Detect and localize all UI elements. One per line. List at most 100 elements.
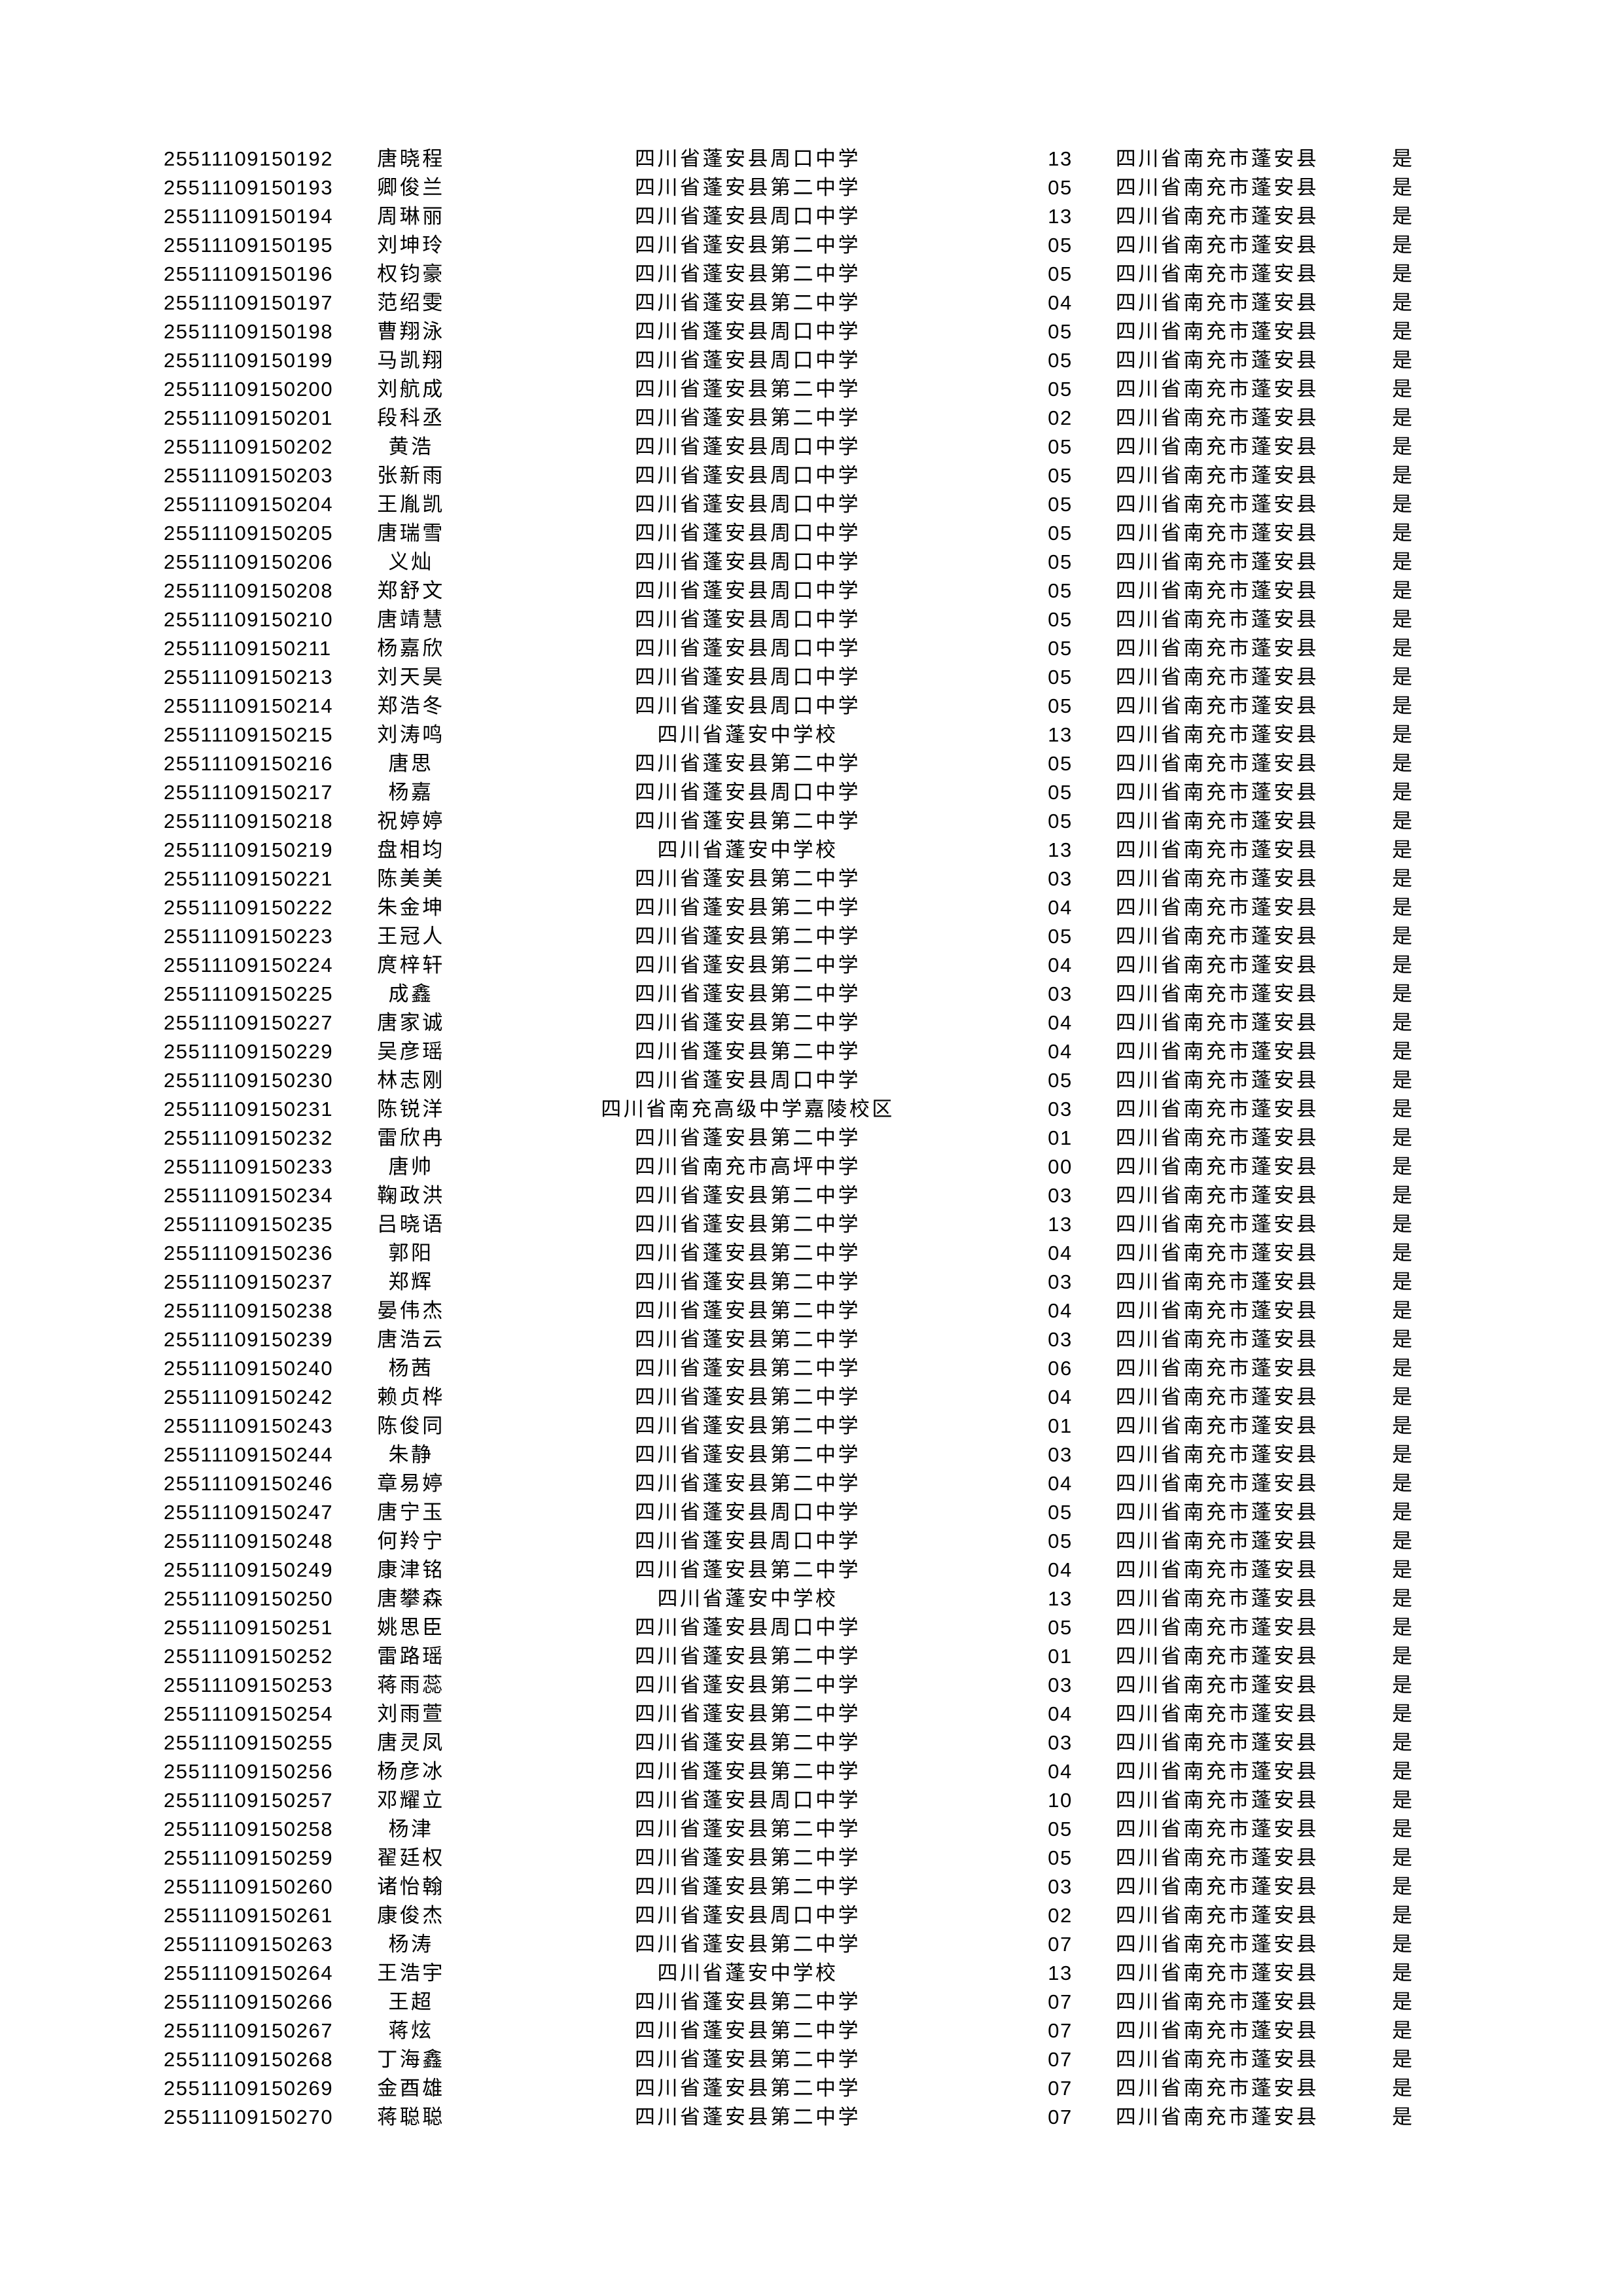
student-name: 陈俊同: [377, 1414, 445, 1437]
confirm-flag: 是: [1392, 1818, 1412, 1840]
student-name: 马凯翔: [377, 349, 445, 372]
class-code: 04: [1048, 1011, 1073, 1034]
exam-id: 25511109150204: [164, 493, 334, 516]
table-row: 25511109150221 陈美美 四川省蓬安县第二中学 03 四川省南充市蓬安县 是: [0, 865, 1623, 893]
class-code: 13: [1048, 205, 1073, 228]
exam-id: 25511109150240: [164, 1357, 334, 1380]
class-code: 03: [1048, 1184, 1073, 1207]
table-row: 25511109150201 段科丞 四川省蓬安县第二中学 02 四川省南充市蓬安县 是: [0, 404, 1623, 433]
class-code: 05: [1048, 234, 1073, 257]
confirm-flag: 是: [1392, 982, 1412, 1005]
school-name: 四川省蓬安县第二中学: [635, 1702, 861, 1725]
class-code: 05: [1048, 435, 1073, 458]
table-row: 25511109150233 唐帅 四川省南充市高坪中学 00 四川省南充市蓬安县 是: [0, 1153, 1623, 1181]
confirm-flag: 是: [1392, 838, 1412, 861]
district-name: 四川省南充市蓬安县: [1115, 464, 1319, 487]
class-code: 05: [1048, 378, 1073, 401]
table-row: 25511109150206 义灿 四川省蓬安县周口中学 05 四川省南充市蓬安县 是: [0, 548, 1623, 577]
class-code: 13: [1048, 1213, 1073, 1236]
student-name: 王浩宇: [377, 1962, 445, 1984]
student-name: 张新雨: [377, 464, 445, 487]
student-name: 唐浩云: [377, 1328, 445, 1351]
school-name: 四川省蓬安县第二中学: [635, 1645, 861, 1668]
student-name: 唐宁玉: [377, 1501, 445, 1524]
exam-id: 25511109150235: [164, 1213, 334, 1236]
exam-id: 25511109150194: [164, 205, 334, 228]
exam-id: 25511109150259: [164, 1846, 334, 1869]
class-code: 03: [1048, 1875, 1073, 1898]
exam-id: 25511109150221: [164, 867, 334, 890]
student-name: 庹梓轩: [377, 954, 445, 977]
district-name: 四川省南充市蓬安县: [1115, 1933, 1319, 1956]
district-name: 四川省南充市蓬安县: [1115, 1616, 1319, 1639]
class-code: 10: [1048, 1789, 1073, 1812]
school-name: 四川省蓬安县第二中学: [635, 291, 861, 314]
district-name: 四川省南充市蓬安县: [1115, 1875, 1319, 1898]
table-row: 25511109150243 陈俊同 四川省蓬安县第二中学 01 四川省南充市蓬安县 是: [0, 1412, 1623, 1441]
class-code: 05: [1048, 1616, 1073, 1639]
exam-id: 25511109150263: [164, 1933, 334, 1956]
school-name: 四川省蓬安中学校: [657, 723, 838, 746]
class-code: 04: [1048, 954, 1073, 977]
table-row: 25511109150239 唐浩云 四川省蓬安县第二中学 03 四川省南充市蓬安县 是: [0, 1325, 1623, 1354]
confirm-flag: 是: [1392, 810, 1412, 833]
student-name: 蒋聪聪: [377, 2106, 445, 2128]
district-name: 四川省南充市蓬安县: [1115, 954, 1319, 977]
district-name: 四川省南充市蓬安县: [1115, 378, 1319, 401]
exam-id: 25511109150217: [164, 781, 334, 804]
confirm-flag: 是: [1392, 378, 1412, 401]
district-name: 四川省南充市蓬安县: [1115, 1645, 1319, 1668]
district-name: 四川省南充市蓬安县: [1115, 1069, 1319, 1092]
student-name: 吕晓语: [377, 1213, 445, 1236]
district-name: 四川省南充市蓬安县: [1115, 176, 1319, 199]
class-code: 03: [1048, 982, 1073, 1005]
class-code: 04: [1048, 1299, 1073, 1322]
exam-id: 25511109150261: [164, 1904, 334, 1927]
school-name: 四川省南充市高坪中学: [635, 1155, 861, 1178]
table-row: 25511109150216 唐思 四川省蓬安县第二中学 05 四川省南充市蓬安县 是: [0, 749, 1623, 778]
class-code: 05: [1048, 925, 1073, 948]
class-code: 04: [1048, 1472, 1073, 1495]
class-code: 13: [1048, 723, 1073, 746]
student-name: 唐靖慧: [377, 608, 445, 631]
district-name: 四川省南充市蓬安县: [1115, 838, 1319, 861]
class-code: 03: [1048, 867, 1073, 890]
exam-id: 25511109150213: [164, 666, 334, 689]
table-row: 25511109150254 刘雨萱 四川省蓬安县第二中学 04 四川省南充市蓬安县 是: [0, 1700, 1623, 1729]
exam-id: 25511109150269: [164, 2077, 334, 2100]
district-name: 四川省南充市蓬安县: [1115, 2048, 1319, 2071]
table-row: 25511109150231 陈锐洋 四川省南充高级中学嘉陵校区 03 四川省南充市蓬安…: [0, 1095, 1623, 1124]
table-row: 25511109150219 盘相均 四川省蓬安中学校 13 四川省南充市蓬安县 是: [0, 836, 1623, 865]
student-name: 康津铭: [377, 1558, 445, 1581]
table-row: 25511109150199 马凯翔 四川省蓬安县周口中学 05 四川省南充市蓬安县 是: [0, 346, 1623, 375]
district-name: 四川省南充市蓬安县: [1115, 522, 1319, 545]
exam-id: 25511109150238: [164, 1299, 334, 1322]
table-row: 25511109150214 郑浩冬 四川省蓬安县周口中学 05 四川省南充市蓬安县 是: [0, 692, 1623, 721]
district-name: 四川省南充市蓬安县: [1115, 1789, 1319, 1812]
table-row: 25511109150211 杨嘉欣 四川省蓬安县周口中学 05 四川省南充市蓬安县 是: [0, 634, 1623, 663]
class-code: 05: [1048, 752, 1073, 775]
district-name: 四川省南充市蓬安县: [1115, 1818, 1319, 1840]
class-code: 05: [1048, 349, 1073, 372]
confirm-flag: 是: [1392, 752, 1412, 775]
school-name: 四川省蓬安县第二中学: [635, 2077, 861, 2100]
exam-id: 25511109150253: [164, 1674, 334, 1696]
school-name: 四川省蓬安县第二中学: [635, 1558, 861, 1581]
confirm-flag: 是: [1392, 1357, 1412, 1380]
district-name: 四川省南充市蓬安县: [1115, 666, 1319, 689]
district-name: 四川省南充市蓬安县: [1115, 1760, 1319, 1783]
student-name: 邓耀立: [377, 1789, 445, 1812]
confirm-flag: 是: [1392, 1587, 1412, 1610]
school-name: 四川省蓬安县周口中学: [635, 1069, 861, 1092]
district-name: 四川省南充市蓬安县: [1115, 1328, 1319, 1351]
class-code: 01: [1048, 1414, 1073, 1437]
exam-id: 25511109150234: [164, 1184, 334, 1207]
class-code: 07: [1048, 1990, 1073, 2013]
class-code: 05: [1048, 493, 1073, 516]
exam-id: 25511109150203: [164, 464, 334, 487]
district-name: 四川省南充市蓬安县: [1115, 1558, 1319, 1581]
student-name: 王超: [388, 1990, 434, 2013]
district-name: 四川省南充市蓬安县: [1115, 1443, 1319, 1466]
student-name: 杨嘉欣: [377, 637, 445, 660]
district-name: 四川省南充市蓬安县: [1115, 406, 1319, 429]
